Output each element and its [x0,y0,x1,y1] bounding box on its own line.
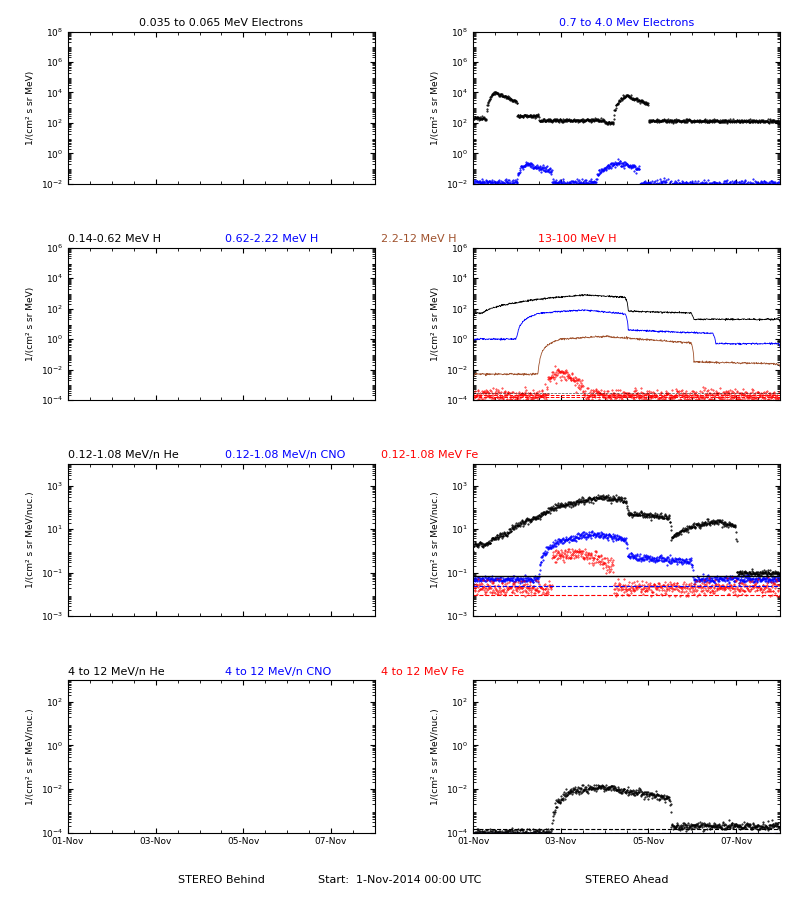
Y-axis label: 1/(cm² s sr MeV): 1/(cm² s sr MeV) [431,287,440,361]
Text: 0.7 to 4.0 Mev Electrons: 0.7 to 4.0 Mev Electrons [559,18,694,28]
Text: 13-100 MeV H: 13-100 MeV H [538,234,617,244]
Text: 0.12-1.08 MeV/n He: 0.12-1.08 MeV/n He [68,450,178,461]
Y-axis label: 1/(cm² s sr MeV): 1/(cm² s sr MeV) [26,287,35,361]
Text: 0.12-1.08 MeV/n CNO: 0.12-1.08 MeV/n CNO [225,450,345,461]
Text: 0.62-2.22 MeV H: 0.62-2.22 MeV H [225,234,318,244]
Text: 0.12-1.08 MeV Fe: 0.12-1.08 MeV Fe [382,450,478,461]
Text: 4 to 12 MeV/n He: 4 to 12 MeV/n He [68,667,165,677]
Text: STEREO Ahead: STEREO Ahead [585,875,668,886]
Y-axis label: 1/(cm² s sr MeV): 1/(cm² s sr MeV) [431,70,441,145]
Y-axis label: 1/(cm² s sr MeV/nuc.): 1/(cm² s sr MeV/nuc.) [431,491,440,589]
Y-axis label: 1/(cm² s sr MeV/nuc.): 1/(cm² s sr MeV/nuc.) [26,708,35,805]
Y-axis label: 1/(cm² s sr MeV/nuc.): 1/(cm² s sr MeV/nuc.) [26,491,35,589]
Text: STEREO Behind: STEREO Behind [178,875,265,886]
Text: 0.14-0.62 MeV H: 0.14-0.62 MeV H [68,234,161,244]
Y-axis label: 1/(cm² s sr MeV): 1/(cm² s sr MeV) [26,70,35,145]
Text: 0.035 to 0.065 MeV Electrons: 0.035 to 0.065 MeV Electrons [139,18,303,28]
Text: 4 to 12 MeV Fe: 4 to 12 MeV Fe [382,667,465,677]
Text: 2.2-12 MeV H: 2.2-12 MeV H [382,234,457,244]
Text: 4 to 12 MeV/n CNO: 4 to 12 MeV/n CNO [225,667,331,677]
Y-axis label: 1/(cm² s sr MeV/nuc.): 1/(cm² s sr MeV/nuc.) [431,708,440,805]
Text: Start:  1-Nov-2014 00:00 UTC: Start: 1-Nov-2014 00:00 UTC [318,875,482,886]
